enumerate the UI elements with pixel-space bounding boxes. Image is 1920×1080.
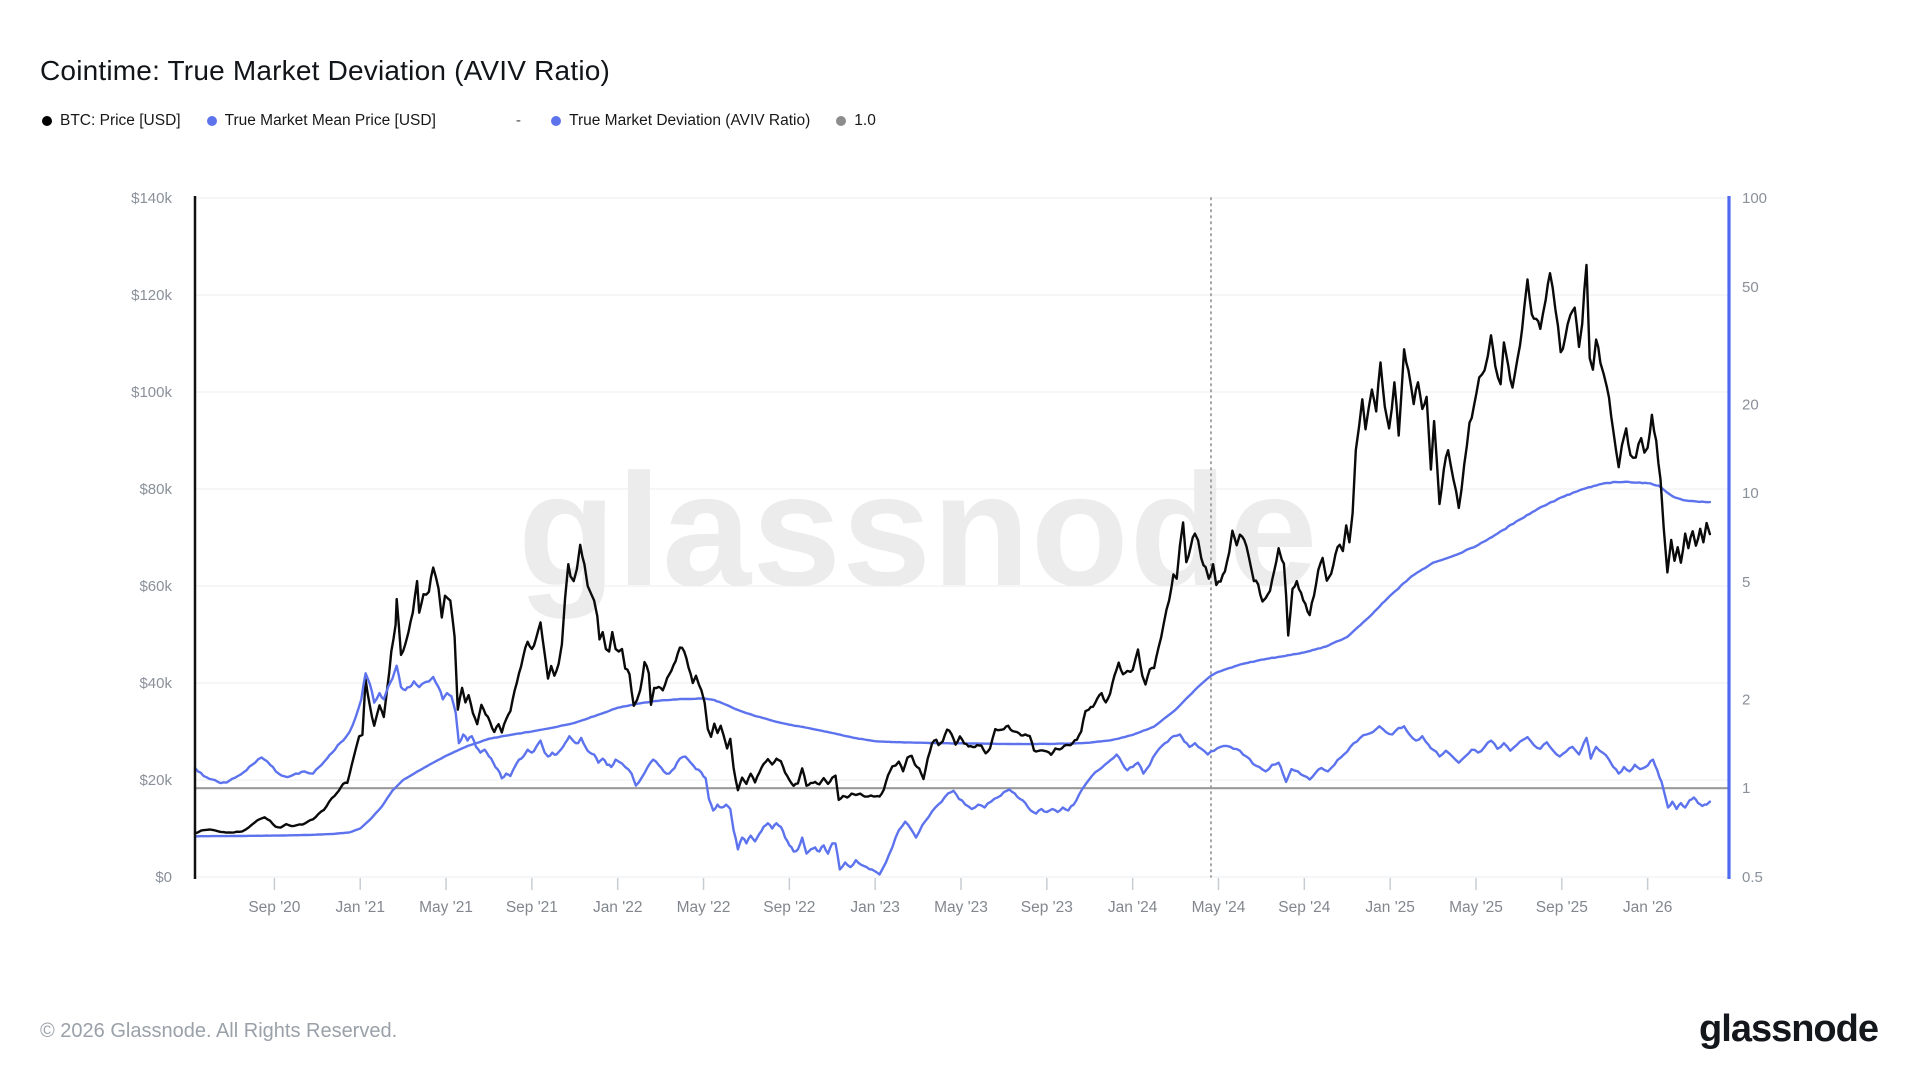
- y-right-tick-label: 5: [1742, 574, 1750, 591]
- glassnode-logo: glassnode: [1699, 1008, 1879, 1050]
- y-right-tick-label: 50: [1742, 279, 1759, 296]
- y-right-tick-label: 1: [1742, 780, 1750, 797]
- legend-item-btc-price[interactable]: BTC: Price [USD]: [42, 112, 181, 130]
- legend-label: BTC: Price [USD]: [60, 112, 181, 129]
- y-right-tick-label: 0.5: [1742, 869, 1763, 886]
- y-right-tick-label: 100: [1742, 190, 1767, 207]
- page-title: Cointime: True Market Deviation (AVIV Ra…: [40, 54, 611, 86]
- legend-label: 1.0: [854, 112, 876, 129]
- x-tick-label: Sep '24: [1278, 899, 1330, 916]
- aviv-ratio-line[interactable]: [193, 664, 1712, 876]
- y-right-tick-label: 2: [1742, 691, 1750, 708]
- legend: BTC: Price [USD] True Market Mean Price …: [42, 112, 902, 130]
- y-left-tick-label: $140k: [131, 190, 172, 207]
- x-tick-label: Jan '21: [335, 899, 385, 916]
- y-left-tick-label: $40k: [139, 675, 172, 692]
- x-tick-label: Jan '26: [1623, 899, 1673, 916]
- y-left-tick-label: $100k: [131, 384, 172, 401]
- true-market-mean-line[interactable]: [193, 480, 1712, 838]
- chart-area[interactable]: glassnode $0 $20k $40k $60k $80k $100k $120k $1…: [0, 150, 1920, 940]
- btc-price-line[interactable]: [193, 263, 1712, 835]
- btc-price-dot-icon: [42, 116, 52, 126]
- reference-one-dot-icon: [836, 116, 847, 126]
- x-tick-label: Sep '21: [506, 899, 558, 916]
- x-tick-label: Jan '24: [1108, 899, 1158, 916]
- legend-separator: -: [515, 112, 522, 129]
- y-left-tick-label: $0: [155, 869, 172, 886]
- x-tick-label: May '22: [677, 899, 731, 916]
- y-left-tick-label: $80k: [139, 481, 172, 498]
- x-tick-label: Jan '23: [850, 899, 900, 916]
- x-tick-label: May '25: [1449, 899, 1503, 916]
- y-right-tick-label: 20: [1742, 396, 1759, 413]
- x-tick-label: Sep '22: [763, 899, 815, 916]
- legend-item-true-market-mean[interactable]: True Market Mean Price [USD]: [206, 112, 436, 130]
- x-tick-label: May '21: [419, 899, 473, 916]
- y-left-tick-label: $60k: [139, 578, 172, 595]
- legend-label: True Market Deviation (AVIV Ratio): [569, 112, 811, 129]
- x-tick-label: Sep '23: [1021, 899, 1073, 916]
- x-tick-label: May '24: [1192, 899, 1246, 916]
- x-tick-label: Jan '25: [1365, 899, 1415, 916]
- y-left-tick-label: $20k: [139, 772, 172, 789]
- x-tick-label: Sep '25: [1536, 899, 1588, 916]
- legend-item-reference-1[interactable]: 1.0: [836, 112, 876, 130]
- y-left-tick-label: $120k: [131, 287, 172, 304]
- x-tick-label: Jan '22: [593, 899, 643, 916]
- legend-item-aviv-ratio[interactable]: True Market Deviation (AVIV Ratio): [551, 112, 810, 130]
- aviv-ratio-dot-icon: [551, 116, 562, 126]
- y-right-tick-label: 10: [1742, 485, 1759, 502]
- true-market-mean-dot-icon: [206, 116, 217, 126]
- copyright-text: © 2026 Glassnode. All Rights Reserved.: [40, 1020, 398, 1042]
- x-tick-label: Sep '20: [248, 899, 300, 916]
- legend-label: True Market Mean Price [USD]: [224, 112, 436, 129]
- x-tick-label: May '23: [934, 899, 988, 916]
